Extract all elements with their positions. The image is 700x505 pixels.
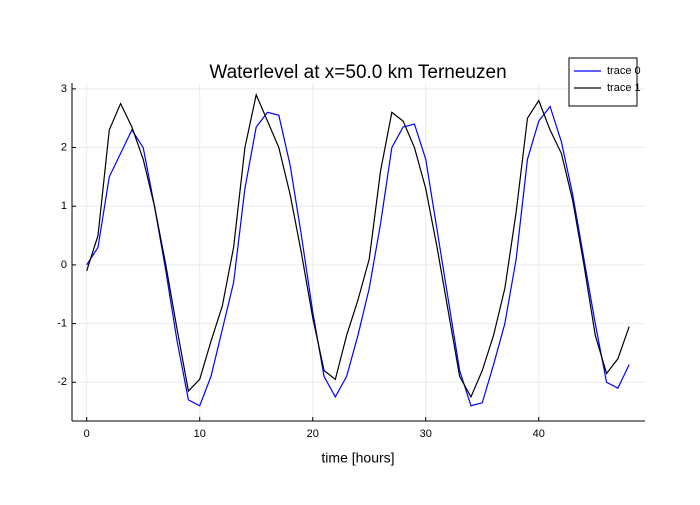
x-tick-label: 0 (84, 428, 90, 440)
legend-box (568, 57, 638, 107)
x-tick-label: 40 (533, 428, 545, 440)
legend-label: trace 1 (607, 82, 641, 94)
line-series (86, 92, 630, 399)
line-series (86, 105, 630, 407)
y-tick-label: 3 (61, 83, 67, 95)
chart-title: Waterlevel at x=50.0 km Terneuzen (209, 62, 506, 83)
legend-label: trace 0 (607, 65, 641, 77)
y-tick-label: 0 (61, 259, 67, 271)
x-tick-label: 10 (194, 428, 206, 440)
x-tick-label: 30 (420, 428, 432, 440)
y-tick-label: -1 (57, 317, 67, 329)
y-tick-label: -2 (57, 376, 67, 388)
x-axis-label: time [hours] (321, 450, 394, 466)
y-tick-label: 1 (61, 200, 67, 212)
y-tick-label: 2 (61, 141, 67, 153)
x-tick-label: 20 (307, 428, 319, 440)
